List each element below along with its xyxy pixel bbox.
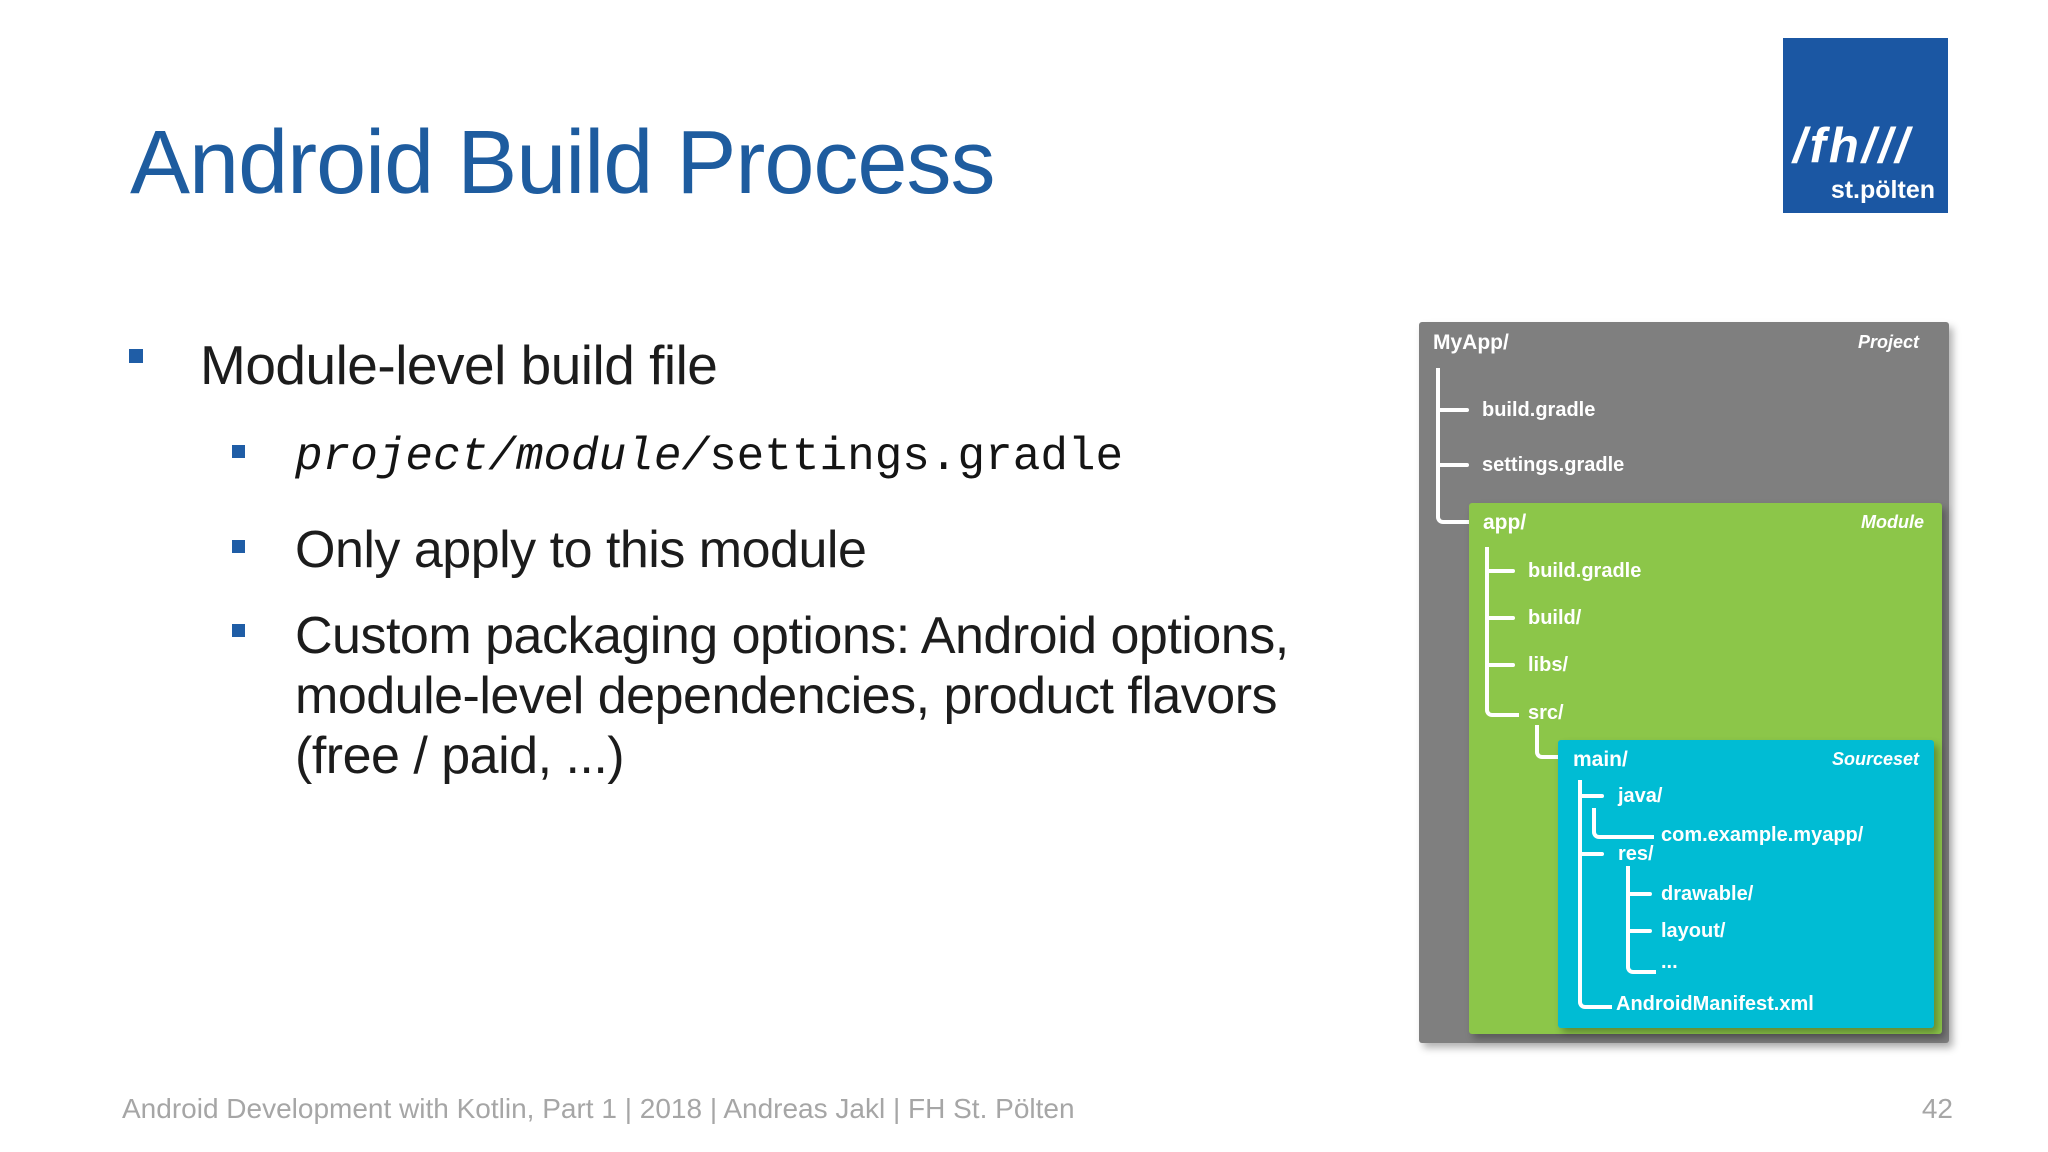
bullet-line: Custom packaging options: Android option… <box>295 607 1289 665</box>
module-root-label: app/ <box>1483 511 1527 534</box>
module-file-label: src/ <box>1528 702 1564 724</box>
module-tag: Module <box>1861 512 1924 532</box>
sourceset-file-label: ... <box>1661 951 1678 973</box>
footer-credits: Android Development with Kotlin, Part 1 … <box>122 1093 1075 1124</box>
bullet-square-icon <box>232 445 245 458</box>
page-title: Android Build Process <box>130 113 995 213</box>
logo-fh-mark: /fh/// <box>1793 119 1912 173</box>
bullet-line: module-level dependencies, product flavo… <box>295 667 1278 725</box>
sourceset-tag: Sourceset <box>1831 749 1919 769</box>
tree-connector-line <box>1535 725 1562 759</box>
page-number: 42 <box>1921 1093 1953 1124</box>
tree-connector-line <box>1485 547 1519 717</box>
bullet-level2-wrapped-text: Custom packaging options: Android option… <box>295 606 1289 786</box>
tree-connector-line <box>1436 408 1469 412</box>
module-file-label: build/ <box>1528 607 1582 629</box>
tree-connector-line <box>1485 569 1515 573</box>
project-file-label: settings.gradle <box>1482 454 1625 476</box>
tree-connector-line <box>1485 663 1515 667</box>
project-tree-box: MyApp/ Project build.gradle settings.gra… <box>1419 322 1949 1043</box>
tree-connector-line <box>1626 866 1656 974</box>
sourceset-root-label: main/ <box>1573 748 1628 771</box>
logo-city-label: st.pölten <box>1830 176 1935 204</box>
fh-stpoelten-logo: /fh/// st.pölten <box>1783 38 1948 213</box>
bullet-level1-text: Module-level build file <box>200 334 718 396</box>
tree-connector-line <box>1626 929 1652 933</box>
bullet-square-icon <box>129 349 143 363</box>
sourceset-file-label: layout/ <box>1661 920 1726 942</box>
module-file-label: build.gradle <box>1528 560 1642 582</box>
tree-connector-line <box>1578 852 1604 856</box>
bullet-square-icon <box>232 540 245 553</box>
tree-connector-line <box>1436 463 1469 467</box>
sourceset-tree-box: main/ Sourceset java/ com.example.myapp/… <box>1558 740 1934 1028</box>
bullet-square-icon <box>232 624 245 637</box>
project-tag: Project <box>1857 332 1919 352</box>
code-italic-part: project/module/ <box>295 431 710 483</box>
sourceset-file-label: com.example.myapp/ <box>1661 824 1864 846</box>
tree-connector-line <box>1485 616 1515 620</box>
tree-connector-line <box>1578 780 1612 1009</box>
module-tree-box: app/ Module build.gradle build/ libs/ sr… <box>1469 503 1942 1034</box>
tree-connector-line <box>1578 794 1604 798</box>
bullet-line: (free / paid, ...) <box>295 727 625 785</box>
project-root-label: MyApp/ <box>1433 331 1509 354</box>
sourceset-file-label: AndroidManifest.xml <box>1616 993 1814 1015</box>
tree-connector-line <box>1436 368 1473 524</box>
tree-connector-line <box>1626 892 1652 896</box>
gradle-path-code: project/module/settings.gradle <box>295 430 1123 485</box>
module-file-label: libs/ <box>1528 654 1569 676</box>
sourceset-file-label: res/ <box>1618 843 1654 865</box>
tree-connector-line <box>1592 808 1654 839</box>
project-file-label: build.gradle <box>1482 399 1596 421</box>
sourceset-file-label: drawable/ <box>1661 883 1754 905</box>
sourceset-file-label: java/ <box>1618 785 1663 807</box>
bullet-level2-text: Only apply to this module <box>295 521 867 579</box>
code-regular-part: settings.gradle <box>709 431 1124 483</box>
